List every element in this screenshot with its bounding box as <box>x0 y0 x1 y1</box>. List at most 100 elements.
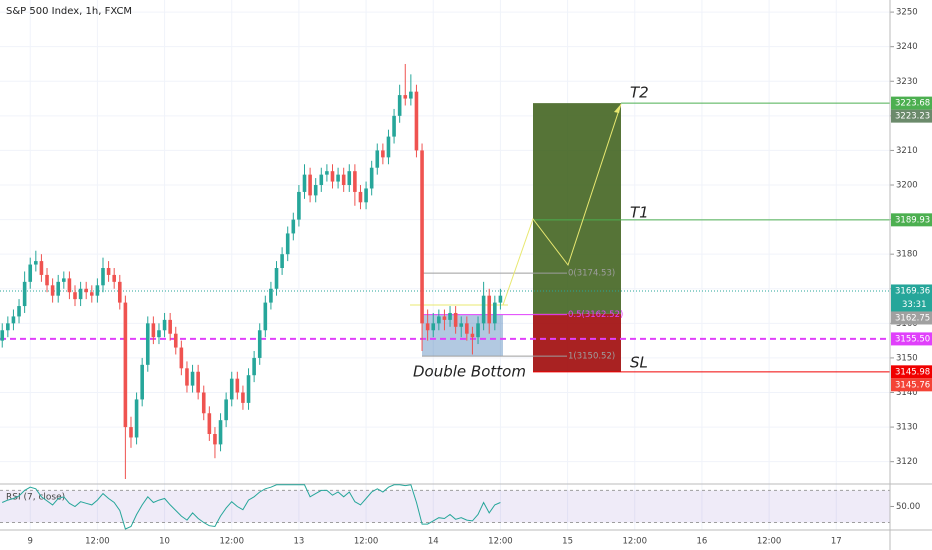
candle-body <box>140 364 144 400</box>
candle-body <box>0 330 5 341</box>
candle-body <box>112 274 116 282</box>
candle-body <box>196 371 200 393</box>
candle-body <box>34 261 38 265</box>
candle-body <box>465 323 469 334</box>
candle-body <box>308 174 312 196</box>
candle-body <box>28 264 33 282</box>
x-tick-label: 12:00 <box>623 537 648 547</box>
y-tick-label: 3230 <box>896 77 918 87</box>
candle-body <box>129 427 133 438</box>
price-label-box <box>891 96 932 110</box>
annotation: T2 <box>630 84 649 102</box>
y-tick-label: 3180 <box>896 250 918 260</box>
candle-body <box>392 115 396 137</box>
candle-body <box>11 316 16 324</box>
candle-body <box>45 274 49 286</box>
candle-body <box>459 323 464 327</box>
candle-body <box>207 413 212 435</box>
arrow-head <box>614 104 621 113</box>
x-tick-label: 12:00 <box>219 537 244 547</box>
candle-body <box>325 171 329 175</box>
price-label-box <box>891 284 932 312</box>
y-tick-label: 3140 <box>896 388 918 398</box>
price-label: 3223.68 <box>895 99 930 109</box>
candle-body <box>437 316 441 324</box>
candle-body <box>235 378 240 393</box>
fib-label: 0(3174.53) <box>568 269 615 279</box>
candle-body <box>470 333 475 338</box>
candle-body <box>487 295 492 324</box>
candle-body <box>201 392 206 414</box>
candle-body <box>106 268 111 275</box>
candle-body <box>285 233 290 255</box>
candle-body <box>476 323 480 338</box>
candle-body <box>397 95 402 116</box>
candle-body <box>269 288 273 303</box>
fib-label: 1(3150.52) <box>568 352 615 362</box>
annotation: SL <box>630 353 648 371</box>
price-label: 3145.76 <box>895 380 930 390</box>
candle-body <box>67 278 72 293</box>
candle-body <box>123 302 128 428</box>
candle-body <box>381 150 385 158</box>
candle-body <box>386 136 391 158</box>
candle-body <box>89 292 94 296</box>
candle-body <box>403 95 408 99</box>
candle-body <box>56 281 61 296</box>
price-label-box <box>891 311 932 325</box>
candle-body <box>101 268 105 286</box>
y-tick-label: 3240 <box>896 42 918 52</box>
countdown: 33:31 <box>902 300 927 310</box>
candle-body <box>274 268 279 289</box>
candle-body <box>313 185 318 196</box>
x-tick-label: 12:00 <box>757 537 782 547</box>
target-zone <box>533 103 621 314</box>
price-label-box <box>891 365 932 379</box>
candle-body <box>347 171 352 186</box>
projection-path <box>502 103 622 306</box>
x-tick-label: 16 <box>697 537 708 547</box>
candles <box>0 63 503 479</box>
y-tick-label: 3150 <box>896 353 918 363</box>
x-tick-label: 9 <box>28 537 33 547</box>
candle-body <box>442 316 447 320</box>
price-label: 3162.75 <box>895 313 930 323</box>
x-tick-label: 10 <box>159 537 170 547</box>
candle-body <box>481 295 486 324</box>
candle-body <box>39 261 44 275</box>
candle-body <box>420 150 424 324</box>
candle-body <box>173 333 178 348</box>
candle-body <box>6 323 10 331</box>
candle-body <box>375 150 380 168</box>
candle-body <box>185 368 189 386</box>
candle-body <box>84 288 89 293</box>
candle-body <box>62 278 66 282</box>
overlay <box>0 102 890 373</box>
x-tick-label: 12:00 <box>85 537 110 547</box>
candle-body <box>336 174 340 182</box>
drawings <box>502 103 622 306</box>
candle-body <box>493 302 497 324</box>
x-tick-label: 12:00 <box>488 537 513 547</box>
grid <box>0 0 894 530</box>
candle-body <box>224 399 228 421</box>
candle-body <box>280 254 284 269</box>
stop-zone <box>533 313 621 372</box>
candle-body <box>364 188 368 203</box>
annotation: Double Bottom <box>413 363 526 381</box>
price-label-box <box>891 378 932 392</box>
candle-body <box>246 375 251 403</box>
candle-body <box>22 281 27 307</box>
candle-body <box>263 302 268 331</box>
candle-body <box>157 330 161 338</box>
price-label-box <box>891 332 932 346</box>
candle-body <box>179 347 184 369</box>
candle-body <box>218 420 223 445</box>
candle-body <box>431 323 436 331</box>
x-tick-label: 14 <box>428 537 439 547</box>
price-label: 3223.23 <box>895 112 930 122</box>
candle-body <box>414 91 419 151</box>
candle-body <box>95 285 100 296</box>
fib-label: 0.5(3162.52) <box>568 310 623 320</box>
